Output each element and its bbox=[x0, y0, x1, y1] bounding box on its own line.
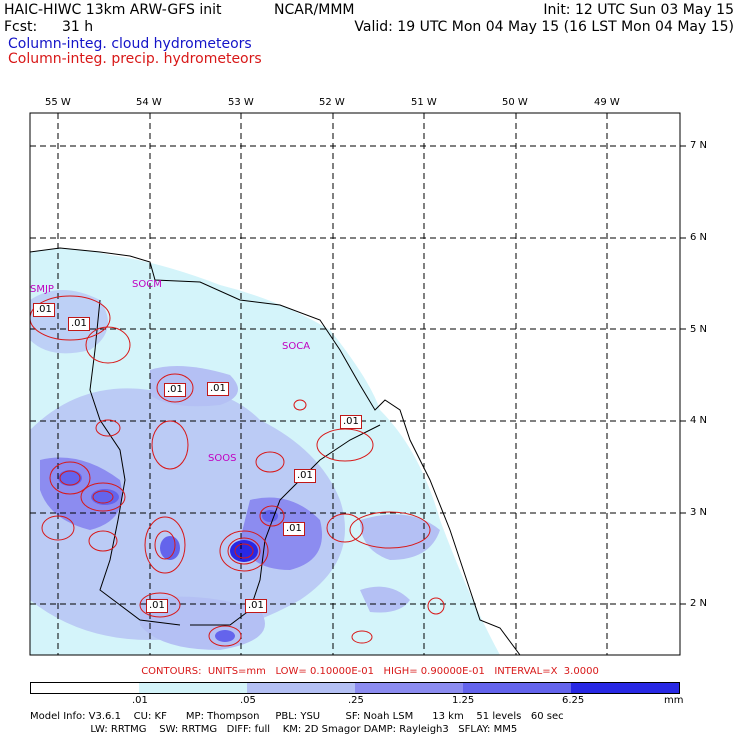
lon-label-50w: 50 W bbox=[502, 97, 528, 108]
lat-label-5n: 5 N bbox=[690, 324, 708, 335]
contour-info: CONTOURS: UNITS=mm LOW= 0.10000E-01 HIGH… bbox=[141, 666, 599, 677]
station-socm: SOCM bbox=[132, 279, 162, 290]
lat-label-2n: 2 N bbox=[690, 598, 708, 609]
org-label: NCAR/MMM bbox=[274, 2, 355, 18]
fcst-label: Fcst: bbox=[4, 19, 38, 35]
lat-label-7n: 7 N bbox=[690, 140, 708, 151]
contour-label: .01 bbox=[340, 415, 362, 429]
colorbar-tick: 1.25 bbox=[452, 695, 475, 706]
valid-time: Valid: 19 UTC Mon 04 May 15 (16 LST Mon … bbox=[354, 19, 734, 35]
field2-label: Column-integ. precip. hydrometeors bbox=[8, 51, 262, 67]
contour-label: .01 bbox=[294, 469, 316, 483]
colorbar-tick: 6.25 bbox=[562, 695, 585, 706]
lon-label-52w: 52 W bbox=[319, 97, 345, 108]
plot-title: HAIC-HIWC 13km ARW-GFS init bbox=[4, 2, 222, 18]
contour-label: .01 bbox=[33, 303, 55, 317]
colorbar-units: mm bbox=[664, 695, 684, 706]
contour-label: .01 bbox=[245, 599, 267, 613]
contour-label: .01 bbox=[207, 382, 229, 396]
colorbar-bin bbox=[355, 683, 463, 693]
colorbar-bin bbox=[247, 683, 355, 693]
contour-label: .01 bbox=[146, 599, 168, 613]
lon-label-55w: 55 W bbox=[45, 97, 71, 108]
colorbar bbox=[30, 682, 680, 694]
model-info-line1: Model Info: V3.6.1 CU: KF MP: Thompson P… bbox=[30, 711, 564, 722]
model-info-line2: LW: RRTMG SW: RRTMG DIFF: full KM: 2D Sm… bbox=[30, 724, 518, 735]
contour-label: .01 bbox=[164, 383, 186, 397]
lat-label-3n: 3 N bbox=[690, 507, 708, 518]
station-soos: SOOS bbox=[208, 453, 237, 464]
colorbar-bin bbox=[571, 683, 679, 693]
cloud-shading bbox=[30, 248, 500, 655]
colorbar-bin bbox=[31, 683, 139, 693]
colorbar-tick: .01 bbox=[132, 695, 148, 706]
lon-label-54w: 54 W bbox=[136, 97, 162, 108]
lon-label-53w: 53 W bbox=[228, 97, 254, 108]
fcst-value: 31 h bbox=[62, 19, 94, 35]
contour-label: .01 bbox=[283, 522, 305, 536]
colorbar-tick: .05 bbox=[240, 695, 256, 706]
lat-label-6n: 6 N bbox=[690, 232, 708, 243]
coastline bbox=[30, 247, 521, 655]
station-smjp: SMJP bbox=[30, 284, 54, 295]
colorbar-bin bbox=[463, 683, 571, 693]
axis-ticks bbox=[680, 145, 686, 605]
station-soca: SOCA bbox=[282, 341, 311, 352]
field1-label: Column-integ. cloud hydrometeors bbox=[8, 36, 252, 52]
colorbar-bin bbox=[139, 683, 247, 693]
contour-label: .01 bbox=[68, 317, 90, 331]
lon-label-49w: 49 W bbox=[594, 97, 620, 108]
precip-contours bbox=[30, 295, 445, 647]
init-time: Init: 12 UTC Sun 03 May 15 bbox=[543, 2, 734, 18]
colorbar-tick: .25 bbox=[348, 695, 364, 706]
lon-label-51w: 51 W bbox=[411, 97, 437, 108]
lat-label-4n: 4 N bbox=[690, 415, 708, 426]
